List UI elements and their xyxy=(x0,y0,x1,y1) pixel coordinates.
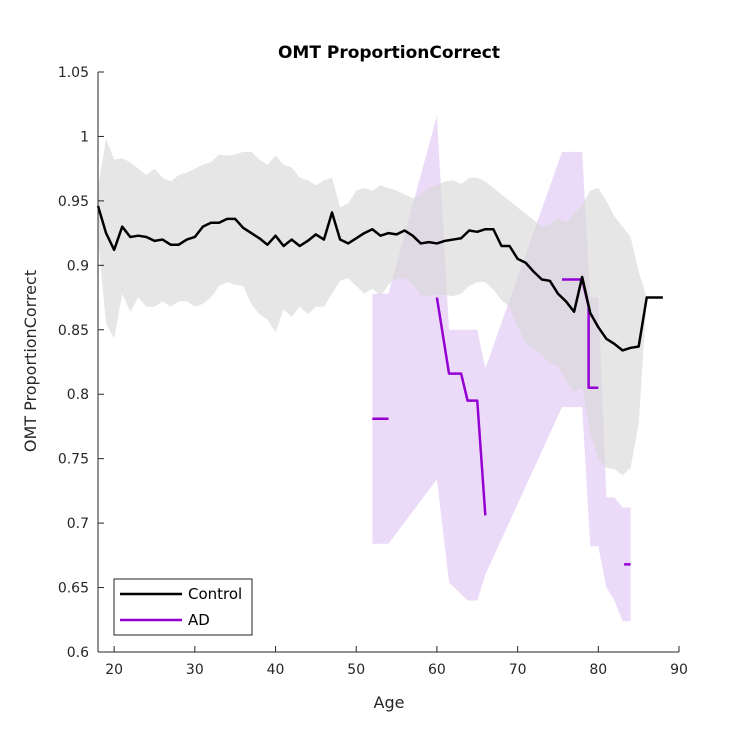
y-tick-label-5: 0.85 xyxy=(58,323,89,339)
x-tick-label-80: 80 xyxy=(589,662,607,678)
y-axis-title: OMT ProportionCorrect xyxy=(21,270,40,452)
legend: Control AD xyxy=(113,578,253,636)
x-tick-label-30: 30 xyxy=(186,662,204,678)
y-tick-label-1: 0.65 xyxy=(58,581,89,597)
x-tick-label-70: 70 xyxy=(509,662,527,678)
ticks-layer: 20 30 40 50 60 70 80 90 0.6 0.65 0.7 0.75 0.8 0.85 0.9… xyxy=(58,65,688,678)
y-tick-label-7: 0.95 xyxy=(58,194,89,210)
x-tick-label-40: 40 xyxy=(267,662,285,678)
legend-label-ad: AD xyxy=(188,611,210,629)
y-tick-label-0: 0.6 xyxy=(67,645,89,661)
control-line xyxy=(96,205,663,352)
y-tick-label-6: 0.9 xyxy=(67,258,89,274)
x-axis-title: Age xyxy=(374,693,405,712)
x-tick-label-50: 50 xyxy=(347,662,365,678)
legend-label-control: Control xyxy=(188,585,242,603)
y-tick-label-8: 1 xyxy=(80,129,89,145)
x-tick-label-90: 90 xyxy=(670,662,688,678)
x-tick-label-60: 60 xyxy=(428,662,446,678)
ad-line-segment-1 xyxy=(435,297,487,516)
y-tick-label-9: 1.05 xyxy=(58,65,89,81)
chart-title: OMT ProportionCorrect xyxy=(278,43,500,63)
legend-box xyxy=(113,578,253,636)
y-tick-label-2: 0.7 xyxy=(67,516,89,532)
y-tick-label-4: 0.8 xyxy=(67,387,89,403)
x-tick-label-20: 20 xyxy=(105,662,123,678)
y-tick-label-3: 0.75 xyxy=(58,452,89,468)
control-line-layer xyxy=(96,205,663,352)
